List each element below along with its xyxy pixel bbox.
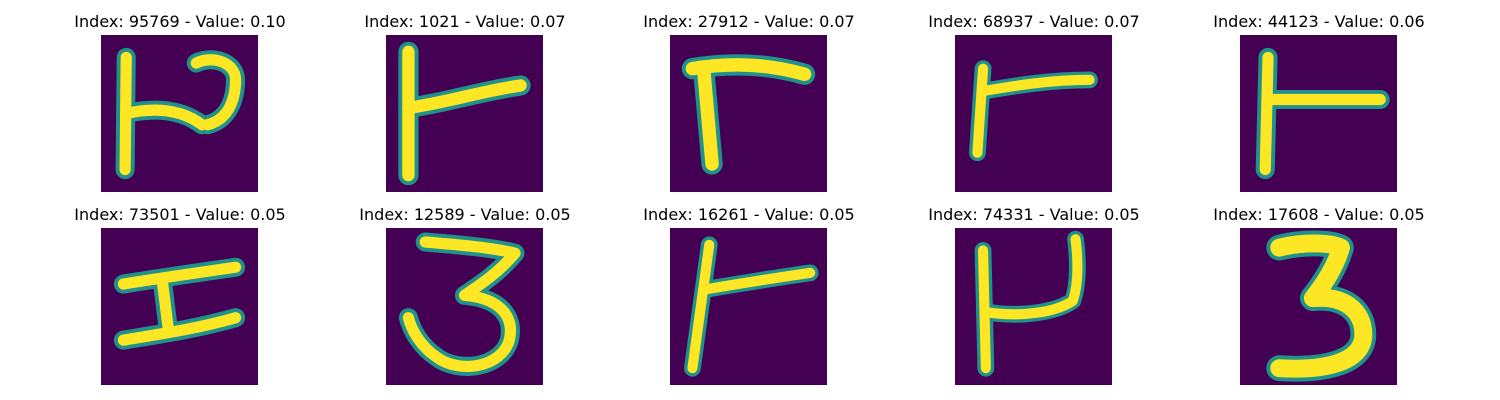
glyph-image bbox=[955, 228, 1112, 385]
image-panel: Index: 73501 - Value: 0.05 bbox=[38, 205, 322, 385]
panel-title: Index: 12589 - Value: 0.05 bbox=[359, 205, 571, 224]
image-panel: Index: 68937 - Value: 0.07 bbox=[892, 12, 1176, 192]
image-panel: Index: 27912 - Value: 0.07 bbox=[607, 12, 891, 192]
image-panel: Index: 95769 - Value: 0.10 bbox=[38, 12, 322, 192]
image-panel: Index: 16261 - Value: 0.05 bbox=[607, 205, 891, 385]
image-panel: Index: 1021 - Value: 0.07 bbox=[323, 12, 607, 192]
panel-title: Index: 74331 - Value: 0.05 bbox=[928, 205, 1140, 224]
glyph-image bbox=[101, 35, 258, 192]
glyph-image bbox=[670, 228, 827, 385]
glyph-image bbox=[670, 35, 827, 192]
glyph-image bbox=[386, 35, 543, 192]
image-panel: Index: 74331 - Value: 0.05 bbox=[892, 205, 1176, 385]
panel-title: Index: 1021 - Value: 0.07 bbox=[364, 12, 566, 31]
image-panel: Index: 17608 - Value: 0.05 bbox=[1177, 205, 1461, 385]
image-panel: Index: 12589 - Value: 0.05 bbox=[323, 205, 607, 385]
glyph-image bbox=[1240, 35, 1397, 192]
panel-title: Index: 44123 - Value: 0.06 bbox=[1213, 12, 1425, 31]
panel-title: Index: 27912 - Value: 0.07 bbox=[643, 12, 855, 31]
panel-title: Index: 68937 - Value: 0.07 bbox=[928, 12, 1140, 31]
panel-title: Index: 95769 - Value: 0.10 bbox=[74, 12, 286, 31]
panel-title: Index: 73501 - Value: 0.05 bbox=[74, 205, 286, 224]
panel-title: Index: 17608 - Value: 0.05 bbox=[1213, 205, 1425, 224]
image-panel: Index: 44123 - Value: 0.06 bbox=[1177, 12, 1461, 192]
glyph-image bbox=[386, 228, 543, 385]
glyph-image bbox=[101, 228, 258, 385]
panel-title: Index: 16261 - Value: 0.05 bbox=[643, 205, 855, 224]
glyph-image bbox=[1240, 228, 1397, 385]
glyph-image bbox=[955, 35, 1112, 192]
